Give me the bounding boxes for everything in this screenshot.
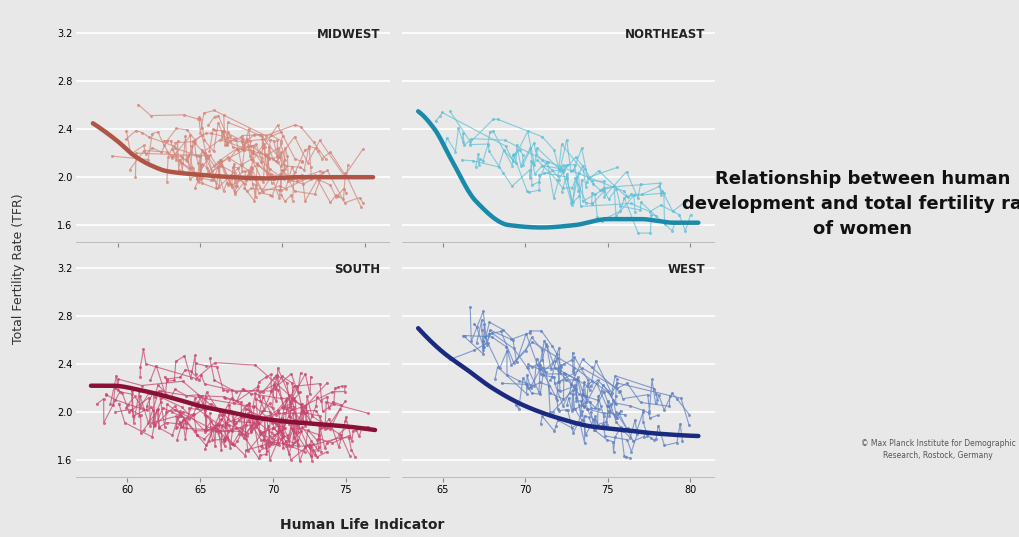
Text: MIDWEST: MIDWEST (317, 28, 380, 41)
Text: Relationship between human
development and total fertility rate
of women: Relationship between human development a… (682, 170, 1019, 238)
Text: NORTHEAST: NORTHEAST (625, 28, 705, 41)
Text: Human Life Indicator: Human Life Indicator (279, 518, 444, 532)
Text: SOUTH: SOUTH (334, 263, 380, 276)
Text: WEST: WEST (667, 263, 705, 276)
Text: © Max Planck Institute for Demographic
Research, Rostock, Germany: © Max Planck Institute for Demographic R… (861, 439, 1016, 460)
Text: Total Fertility Rate (TFR): Total Fertility Rate (TFR) (12, 193, 24, 344)
